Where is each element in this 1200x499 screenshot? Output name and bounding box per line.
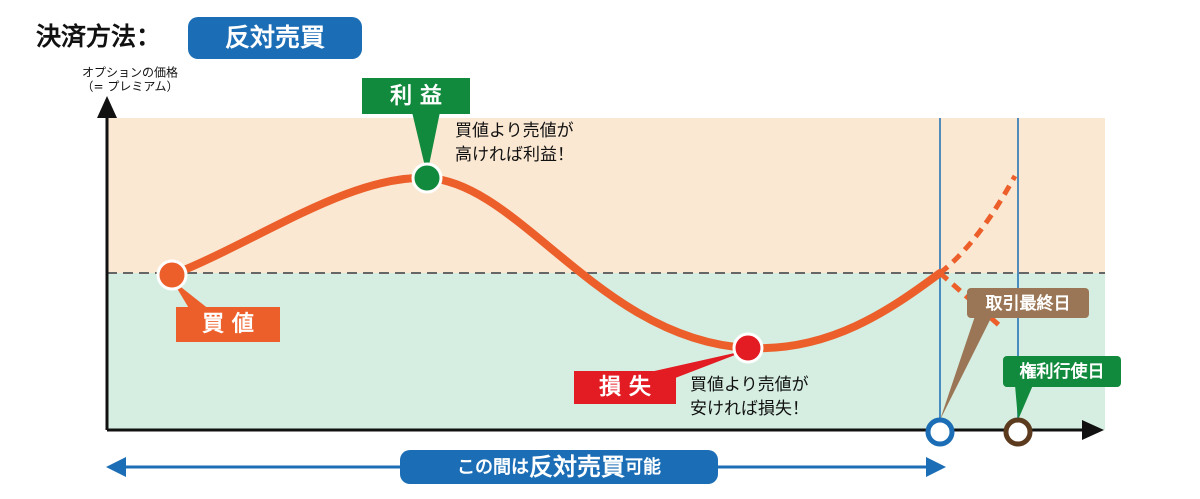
loss-note: 安ければ損失！ (690, 399, 809, 419)
profit-note: 買値より売値が (455, 121, 574, 141)
curve-extension (938, 174, 1018, 275)
loss-badge (574, 371, 676, 404)
last-day-badge (967, 288, 1089, 318)
y-label: （= プレミアム） (81, 80, 178, 94)
profit-text: 利 益 (390, 83, 442, 109)
profit-point (411, 162, 443, 194)
span-arrow (926, 457, 946, 477)
exercise-text: 権利行使日 (1020, 361, 1105, 382)
span-text: この間は反対売買可能 (457, 453, 661, 481)
profit-badge (362, 78, 470, 114)
last-day-marker (925, 417, 955, 447)
y-label: オプションの価格 (82, 65, 178, 80)
span-part: この間は (457, 457, 529, 478)
loss-note: 買値より売値が (690, 375, 809, 395)
pointer (1015, 385, 1033, 420)
y-arrow (97, 96, 117, 118)
span-part: 可能 (625, 456, 661, 478)
span-part: 反対売買 (529, 453, 625, 481)
method-text: 反対売買 (225, 23, 325, 52)
buy-badge (176, 307, 280, 342)
x-arrow (1082, 420, 1104, 440)
buy-point (156, 259, 188, 291)
pointer (172, 280, 210, 310)
profit-zone (107, 118, 1105, 273)
loss-text: 損 失 (599, 375, 652, 400)
pointer (940, 316, 992, 420)
loss-point (732, 332, 764, 364)
buy-text: 買 値 (202, 312, 254, 337)
span-arrow (106, 457, 126, 477)
method-badge (188, 17, 362, 59)
header-label: 決済方法： (36, 22, 161, 51)
last-day-text: 取引最終日 (986, 293, 1071, 314)
span-badge (400, 450, 718, 484)
pointer (412, 112, 440, 175)
price-curve (168, 173, 944, 353)
profit-note: 高ければ利益！ (455, 145, 574, 165)
exercise-marker (1003, 417, 1033, 447)
exercise-badge (1003, 356, 1121, 387)
